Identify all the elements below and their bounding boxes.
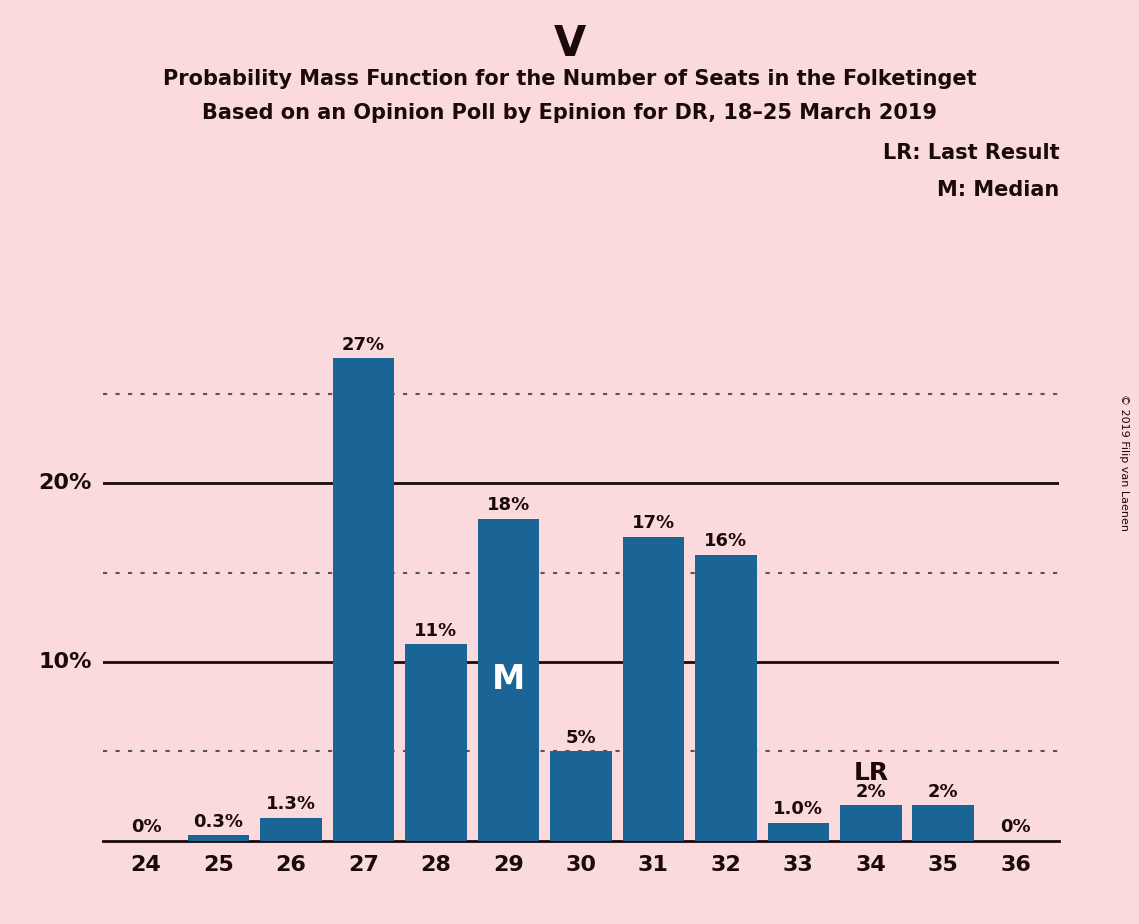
Text: 16%: 16% bbox=[704, 532, 747, 550]
Text: 5%: 5% bbox=[566, 729, 596, 747]
Bar bbox=[260, 818, 322, 841]
Text: 0%: 0% bbox=[131, 819, 162, 836]
Text: 20%: 20% bbox=[39, 473, 91, 493]
Bar bbox=[333, 358, 394, 841]
Bar bbox=[188, 835, 249, 841]
Text: 2%: 2% bbox=[928, 783, 959, 800]
Text: 18%: 18% bbox=[486, 496, 530, 515]
Bar bbox=[695, 554, 756, 841]
Text: M: M bbox=[492, 663, 525, 697]
Text: 11%: 11% bbox=[415, 622, 458, 639]
Text: © 2019 Filip van Laenen: © 2019 Filip van Laenen bbox=[1120, 394, 1129, 530]
Text: 17%: 17% bbox=[632, 515, 675, 532]
Text: 10%: 10% bbox=[38, 652, 91, 672]
Bar bbox=[768, 823, 829, 841]
Text: 0%: 0% bbox=[1000, 819, 1031, 836]
Bar bbox=[912, 805, 974, 841]
Text: Based on an Opinion Poll by Epinion for DR, 18–25 March 2019: Based on an Opinion Poll by Epinion for … bbox=[202, 103, 937, 124]
Bar bbox=[623, 537, 685, 841]
Text: 1.3%: 1.3% bbox=[267, 796, 316, 813]
Bar bbox=[839, 805, 902, 841]
Text: M: Median: M: Median bbox=[937, 180, 1059, 201]
Text: Probability Mass Function for the Number of Seats in the Folketinget: Probability Mass Function for the Number… bbox=[163, 69, 976, 90]
Text: LR: Last Result: LR: Last Result bbox=[883, 143, 1059, 164]
Text: 0.3%: 0.3% bbox=[194, 813, 244, 831]
Text: 1.0%: 1.0% bbox=[773, 800, 823, 819]
Text: LR: LR bbox=[853, 760, 888, 784]
Bar bbox=[550, 751, 612, 841]
Bar bbox=[405, 644, 467, 841]
Bar bbox=[477, 519, 539, 841]
Text: V: V bbox=[554, 23, 585, 65]
Text: 2%: 2% bbox=[855, 783, 886, 800]
Text: 27%: 27% bbox=[342, 335, 385, 354]
